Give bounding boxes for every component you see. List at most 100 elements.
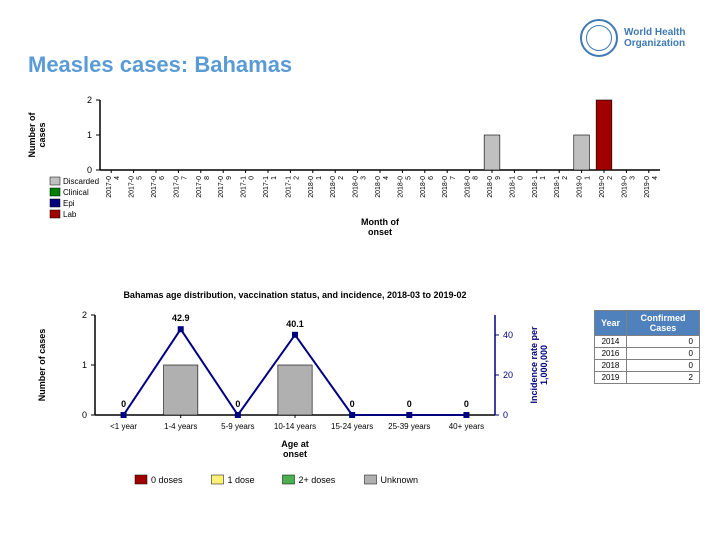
table-cell: 2016 bbox=[594, 348, 626, 360]
svg-text:2: 2 bbox=[82, 310, 87, 320]
svg-text:2: 2 bbox=[293, 176, 300, 180]
chart1-bar bbox=[596, 100, 612, 170]
page-title: Measles cases: Bahamas bbox=[28, 52, 292, 78]
svg-text:9: 9 bbox=[226, 176, 233, 180]
line-value-label: 0 bbox=[407, 399, 412, 409]
svg-text:0: 0 bbox=[87, 165, 92, 175]
line-value-label: 0 bbox=[121, 399, 126, 409]
line-marker bbox=[121, 412, 127, 418]
line-marker bbox=[406, 412, 412, 418]
svg-text:7: 7 bbox=[181, 176, 188, 180]
chart2-bar bbox=[164, 365, 198, 415]
svg-text:Month of: Month of bbox=[361, 217, 400, 227]
svg-text:2017-1: 2017-1 bbox=[285, 176, 292, 198]
line-marker bbox=[463, 412, 469, 418]
table-row: 20140 bbox=[594, 336, 699, 348]
svg-text:25-39 years: 25-39 years bbox=[388, 422, 430, 431]
svg-text:2: 2 bbox=[562, 176, 569, 180]
table-cell: 0 bbox=[627, 336, 700, 348]
table-row: 20180 bbox=[594, 360, 699, 372]
svg-text:2018-0: 2018-0 bbox=[397, 176, 404, 198]
line-marker bbox=[178, 326, 184, 332]
svg-text:2017-0: 2017-0 bbox=[129, 176, 136, 198]
svg-text:1-4 years: 1-4 years bbox=[164, 422, 197, 431]
chart2: Bahamas age distribution, vaccination st… bbox=[0, 280, 560, 540]
legend-label: Discarded bbox=[63, 177, 99, 186]
chart2-title: Bahamas age distribution, vaccination st… bbox=[123, 290, 466, 300]
svg-text:2019-0: 2019-0 bbox=[577, 176, 584, 198]
line-value-label: 0 bbox=[464, 399, 469, 409]
svg-text:15-24 years: 15-24 years bbox=[331, 422, 373, 431]
table-cell: 0 bbox=[627, 348, 700, 360]
svg-text:2017-0: 2017-0 bbox=[106, 176, 113, 198]
table-cell: 2019 bbox=[594, 372, 626, 384]
svg-text:1,000,000: 1,000,000 bbox=[539, 345, 549, 385]
svg-text:Age at: Age at bbox=[281, 439, 309, 449]
line-value-label: 42.9 bbox=[172, 313, 190, 323]
svg-text:2018-1: 2018-1 bbox=[532, 176, 539, 198]
confirmed-cases-table: YearConfirmed Cases20140201602018020192 bbox=[594, 310, 700, 384]
svg-text:2017-0: 2017-0 bbox=[151, 176, 158, 198]
who-logo-line1: World Health bbox=[624, 27, 685, 38]
table-header: Year bbox=[594, 311, 626, 336]
svg-text:2017-0: 2017-0 bbox=[173, 176, 180, 198]
svg-text:2018-0: 2018-0 bbox=[330, 176, 337, 198]
svg-text:5: 5 bbox=[405, 176, 412, 180]
svg-text:4: 4 bbox=[383, 176, 390, 180]
svg-text:2: 2 bbox=[607, 176, 614, 180]
svg-text:20: 20 bbox=[503, 370, 513, 380]
line-marker bbox=[349, 412, 355, 418]
legend-swatch bbox=[50, 210, 60, 218]
who-logo-line2: Organization bbox=[624, 38, 685, 49]
svg-text:2018-0: 2018-0 bbox=[375, 176, 382, 198]
svg-text:7: 7 bbox=[450, 176, 457, 180]
line-value-label: 0 bbox=[350, 399, 355, 409]
svg-text:6: 6 bbox=[159, 176, 166, 180]
svg-text:cases: cases bbox=[37, 122, 47, 147]
svg-text:2017-1: 2017-1 bbox=[263, 176, 270, 198]
svg-text:1: 1 bbox=[316, 176, 323, 180]
svg-text:2018-0: 2018-0 bbox=[442, 176, 449, 198]
svg-text:2017-1: 2017-1 bbox=[241, 176, 248, 198]
chart1-bar bbox=[574, 135, 590, 170]
chart2-legend-swatch bbox=[135, 475, 147, 484]
chart2-bar bbox=[278, 365, 312, 415]
svg-text:0: 0 bbox=[249, 176, 256, 180]
svg-text:3: 3 bbox=[629, 176, 636, 180]
svg-text:40+ years: 40+ years bbox=[449, 422, 484, 431]
table-row: 20192 bbox=[594, 372, 699, 384]
svg-text:2018-0: 2018-0 bbox=[465, 176, 472, 198]
table-cell: 2018 bbox=[594, 360, 626, 372]
svg-text:3: 3 bbox=[361, 176, 368, 180]
line-marker bbox=[235, 412, 241, 418]
svg-text:4: 4 bbox=[652, 176, 659, 180]
svg-text:4: 4 bbox=[114, 176, 121, 180]
svg-text:2018-0: 2018-0 bbox=[487, 176, 494, 198]
who-emblem-icon bbox=[580, 19, 618, 57]
table-header: Confirmed Cases bbox=[627, 311, 700, 336]
chart2-legend-swatch bbox=[212, 475, 224, 484]
table-cell: 2 bbox=[627, 372, 700, 384]
svg-text:1: 1 bbox=[271, 176, 278, 180]
who-logo: World Health Organization bbox=[580, 20, 700, 56]
svg-text:2017-0: 2017-0 bbox=[218, 176, 225, 198]
legend-swatch bbox=[50, 177, 60, 185]
chart2-legend-swatch bbox=[283, 475, 295, 484]
svg-text:2: 2 bbox=[87, 95, 92, 105]
svg-text:2017-0: 2017-0 bbox=[196, 176, 203, 198]
svg-text:2018-0: 2018-0 bbox=[308, 176, 315, 198]
svg-text:<1 year: <1 year bbox=[110, 422, 137, 431]
svg-text:2018-0: 2018-0 bbox=[420, 176, 427, 198]
svg-text:5-9 years: 5-9 years bbox=[221, 422, 254, 431]
legend-swatch bbox=[50, 188, 60, 196]
svg-text:8: 8 bbox=[204, 176, 211, 180]
legend-label: Epi bbox=[63, 199, 75, 208]
svg-text:0: 0 bbox=[517, 176, 524, 180]
legend-label: Clinical bbox=[63, 188, 89, 197]
svg-text:2018-1: 2018-1 bbox=[509, 176, 516, 198]
svg-text:6: 6 bbox=[428, 176, 435, 180]
who-logo-text: World Health Organization bbox=[624, 27, 685, 49]
svg-text:9: 9 bbox=[495, 176, 502, 180]
svg-text:Incidence rate per: Incidence rate per bbox=[529, 326, 539, 404]
svg-text:1: 1 bbox=[540, 176, 547, 180]
